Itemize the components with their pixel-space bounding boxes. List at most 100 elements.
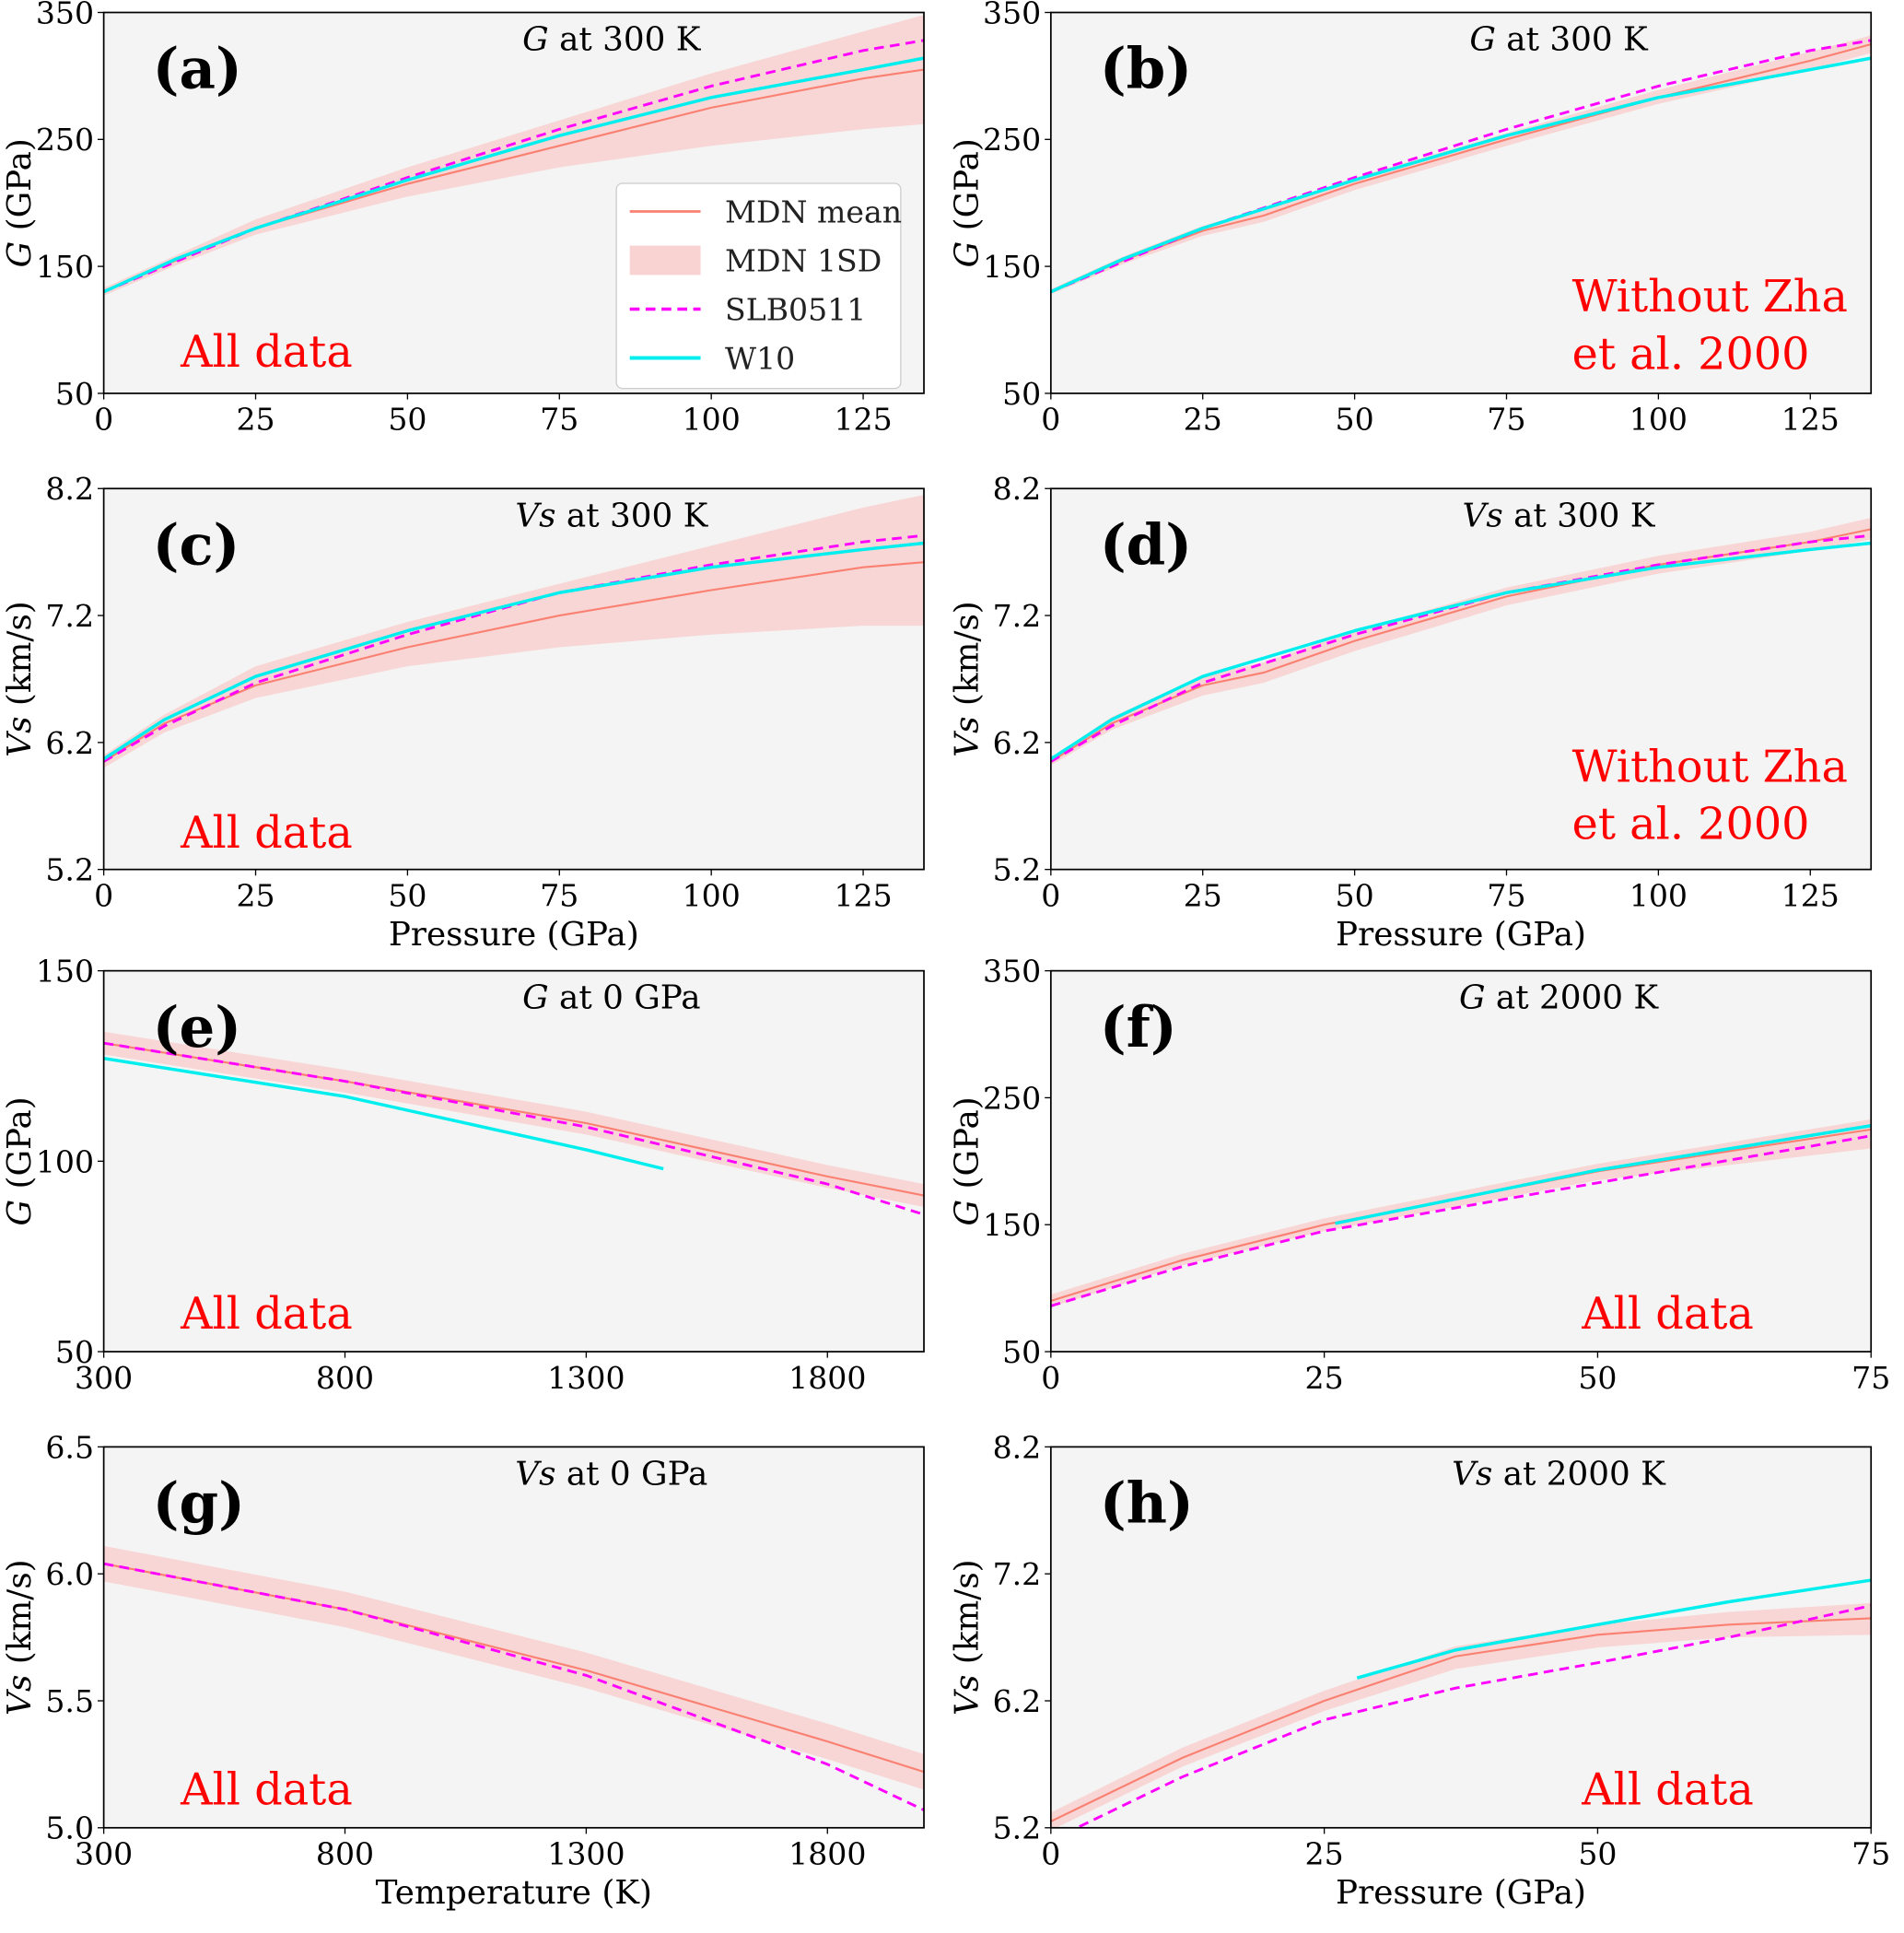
x-tick-label: 125: [834, 877, 892, 913]
series-slb0511: [103, 39, 925, 294]
panel-b: 0 25 50 75 100 125 50 150 250 350 G at 300 K (b) Wit…: [948, 0, 1873, 438]
x-tick-label: 0: [1041, 877, 1060, 913]
y-label-unit: (GPa): [948, 138, 986, 230]
y-tick-label: 8.2: [993, 471, 1042, 507]
x-tick-label: 25: [1305, 1360, 1344, 1396]
annotation-text: All data: [180, 808, 353, 859]
x-tick-label: 75: [540, 402, 578, 438]
panel-label: (c): [153, 512, 240, 578]
y-tick-label: 50: [1002, 376, 1041, 412]
x-tick-label: 25: [1184, 402, 1222, 438]
y-label-unit: (km/s): [1, 601, 39, 706]
y-tick-label: 6.2: [45, 725, 94, 761]
y-tick-label: 5.2: [45, 852, 94, 888]
y-label-variable: Vs: [948, 1675, 986, 1716]
y-tick-label: 6.0: [45, 1556, 94, 1592]
series-w10: [1356, 1578, 1872, 1680]
y-label-unit: (km/s): [948, 1559, 986, 1664]
y-tick-label: 6.2: [993, 725, 1042, 761]
plot-area: [1050, 35, 1872, 295]
y-tick-label: 6.5: [45, 1429, 94, 1465]
title-condition: at 300 K: [1513, 497, 1656, 534]
panel-title: G at 0 GPa: [522, 979, 700, 1017]
series-mdn-mean: [1050, 1617, 1872, 1822]
title-variable: G: [522, 21, 549, 59]
x-tick-label: 1800: [788, 1360, 866, 1396]
x-tick-label: 25: [1184, 877, 1222, 913]
series-slb0511: [1050, 39, 1872, 294]
mdn-1sd-band: [103, 1545, 925, 1790]
y-tick-label: 350: [36, 0, 94, 30]
annotation-text: et al. 2000: [1572, 329, 1810, 380]
y-tick-label: 350: [983, 0, 1041, 30]
title-condition: at 2000 K: [1503, 1455, 1666, 1493]
y-label-unit: (km/s): [948, 601, 986, 706]
y-tick-label: 5.2: [993, 852, 1042, 888]
series-mdn-mean: [103, 561, 925, 763]
y-label-variable: Vs: [1, 717, 39, 757]
x-tick-label: 50: [388, 877, 426, 913]
mdn-1sd-band: [1050, 517, 1872, 766]
panel-f: 0 25 50 75 50 150 250 350 G at 2000 K (f) All data…: [948, 954, 1890, 1396]
x-tick-label: 0: [1041, 1360, 1060, 1396]
panel-h: 0 25 50 75 5.2 6.2 7.2 8.2 Vs at 2000 K (h) All da…: [948, 1429, 1890, 1912]
y-tick-label: 8.2: [993, 1429, 1042, 1465]
x-tick-label: 75: [1851, 1836, 1890, 1872]
plot-frame: [1049, 487, 1873, 871]
title-variable: Vs: [1463, 497, 1503, 534]
y-tick-label: 5.5: [45, 1683, 94, 1719]
y-label-unit: (GPa): [948, 1096, 986, 1189]
x-tick-label: 50: [1336, 402, 1374, 438]
plot-frame: [1049, 11, 1873, 394]
x-tick-label: 25: [236, 402, 275, 438]
title-variable: Vs: [515, 1455, 555, 1493]
title-condition: at 2000 K: [1496, 979, 1659, 1017]
x-tick-label: 100: [683, 402, 741, 438]
plot-frame: [102, 1446, 925, 1829]
panel-label: (d): [1100, 512, 1192, 578]
series-mdn-mean: [1050, 1128, 1872, 1302]
y-label-variable: Vs: [1, 1675, 39, 1716]
x-tick-label: 0: [94, 402, 113, 438]
annotation-text: All data: [180, 1765, 353, 1816]
plot-area: [1050, 1578, 1872, 1828]
mdn-1sd-band: [1050, 1119, 1872, 1307]
panel-label: (b): [1100, 37, 1192, 102]
legend-swatch-band: [629, 245, 701, 275]
y-label-variable: G: [1, 1200, 39, 1226]
y-axis-label: Vs (km/s): [948, 1559, 986, 1715]
x-tick-label: 75: [1487, 402, 1525, 438]
x-tick-label: 125: [1781, 402, 1840, 438]
plot-area: [1050, 517, 1872, 766]
y-axis-label: Vs (km/s): [1, 601, 39, 756]
series-w10: [1050, 56, 1872, 294]
panel-label: (e): [153, 995, 241, 1060]
y-tick-label: 250: [36, 122, 94, 158]
panel-c: 0 25 50 75 100 125 5.2 6.2 7.2 8.2 Vs at 300 K (c) A…: [1, 471, 925, 954]
panel-g: 300 800 1300 1800 5.0 5.5 6.0 6.5 Vs at 0 GPa (g)…: [1, 1429, 925, 1912]
y-axis-label: G (GPa): [948, 1096, 986, 1225]
plot-frame: [1049, 969, 1873, 1353]
mdn-1sd-band: [103, 15, 925, 296]
y-tick-label: 150: [983, 249, 1041, 285]
y-tick-label: 150: [36, 954, 94, 990]
series-slb0511: [1050, 533, 1872, 763]
x-axis-label: Pressure (GPa): [1336, 916, 1586, 954]
legend: MDN mean MDN 1SD SLB0511 W10: [615, 182, 902, 390]
x-tick-label: 300: [75, 1360, 133, 1396]
x-tick-label: 100: [683, 877, 741, 913]
panel-title: G at 2000 K: [1459, 979, 1659, 1017]
legend-label: SLB0511: [725, 291, 866, 327]
x-tick-label: 800: [316, 1360, 374, 1396]
y-axis-label: G (GPa): [948, 138, 986, 267]
panel-label: (g): [153, 1471, 245, 1537]
legend-label: MDN mean: [725, 193, 902, 229]
series-slb0511: [1073, 1604, 1872, 1828]
x-tick-label: 125: [1781, 877, 1840, 913]
legend-label: W10: [725, 340, 795, 376]
mdn-1sd-band: [1050, 35, 1872, 295]
series-w10: [103, 541, 925, 761]
panel-title: Vs at 300 K: [515, 497, 708, 534]
y-label-variable: G: [948, 1200, 986, 1226]
x-tick-label: 75: [540, 877, 578, 913]
